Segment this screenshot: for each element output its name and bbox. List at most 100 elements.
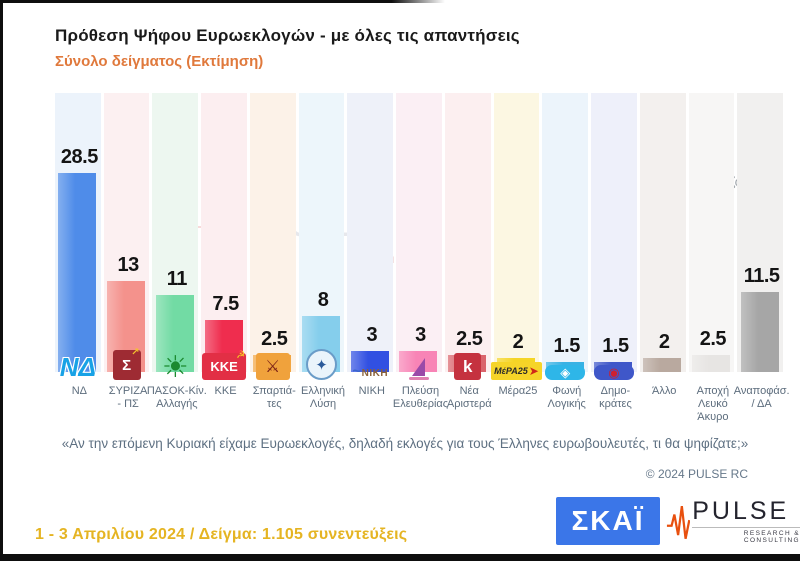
bar-nd (58, 172, 97, 372)
kke-logo-accent-icon: ☭ (236, 350, 246, 361)
value-label-nea-aristera: 2.5 (456, 327, 483, 350)
bottom-border (0, 554, 800, 561)
chart-column-spartiates: 2.5 ⚔ Σπαρτιά-τες (249, 93, 299, 410)
chart-column-niki: 3 ~ΝΙΚΗ ΝΙΚΗ (347, 93, 396, 397)
category-label-apoxi-lefko-akyro: Αποχή Λευκό Άκυρο (696, 385, 730, 424)
value-label-niki: 3 (366, 324, 378, 346)
chart-column-dimokrates: 1.5 ◉ Δημο-κράτες (591, 93, 640, 410)
logo-allo (640, 338, 686, 380)
foni-logikis-logo-glyph: ◈ (545, 365, 586, 380)
elliniki-lysi-logo-compass-icon: ✦ (306, 349, 338, 380)
page-title: Πρόθεση Ψήφου Ευρωεκλογών - με όλες τις … (55, 26, 520, 45)
column-strip-dimokrates (591, 93, 637, 372)
column-strip-spartiates (249, 93, 296, 372)
chart-column-mera25: 2 ΜέΡΑ25 ➤ Μέρα25 (491, 93, 543, 397)
category-label-plefsi-eleftherias: Πλεύση Ελευθερίας (392, 385, 449, 411)
plefsi-eleftherias-sail-triangle (412, 358, 426, 376)
bar-apoxi-lefko-akyro (691, 354, 730, 372)
chart-column-kke: 7.5 ΚΚΕ ☭ ΚΚΕ (201, 93, 250, 397)
mera25-logo-glyph: ΜέΡΑ25 ➤ (491, 362, 542, 380)
value-label-mera25: 2 (512, 331, 524, 353)
value-label-apoxi-lefko-akyro: 2.5 (699, 327, 727, 350)
value-label-nd: 28.5 (60, 145, 98, 168)
column-strip-apoxi-lefko-akyro (688, 93, 735, 372)
value-label-syriza-ps: 13 (117, 254, 139, 276)
chart-column-syriza-ps: 13 Σ ↗ ΣΥΡΙΖΑ - ΠΣ (103, 93, 153, 410)
column-strip-nea-aristera (444, 93, 491, 372)
niki-logo-swoosh-icon: ~ (352, 363, 362, 380)
plefsi-eleftherias-logo-sail-icon (408, 358, 429, 380)
pulse-logo: PULSE RESEARCH & CONSULTING (666, 499, 800, 544)
bar-niki (350, 351, 389, 372)
survey-question: «Αν την επόμενη Κυριακή είχαμε Ευρωεκλογ… (61, 436, 749, 451)
pulse-logo-text: PULSE (692, 497, 790, 525)
category-label-elliniki-lysi: Ελληνική Λύση (301, 385, 346, 411)
category-label-nd: ΝΔ (71, 385, 88, 397)
logo-mera25: ΜέΡΑ25 ➤ (491, 338, 542, 380)
bar-anapofasistoi-da (740, 291, 779, 372)
category-label-pasok-kinal: ΠΑΣΟΚ-Κίν. Αλλαγής (146, 385, 207, 411)
logo-plefsi-eleftherias (396, 338, 442, 380)
column-strip-foni-logikis (542, 93, 589, 372)
value-label-kke: 7.5 (212, 292, 239, 315)
chart-column-apoxi-lefko-akyro: 2.5 Αποχή Λευκό Άκυρο (688, 93, 738, 423)
column-strip-niki (347, 93, 394, 372)
dimokrates-logo-glyph: ◉ (593, 365, 634, 380)
column-strip-allo (639, 93, 686, 372)
niki-logo-glyph: ~ΝΙΚΗ (352, 363, 389, 380)
value-label-dimokrates: 1.5 (602, 334, 629, 357)
category-label-nea-aristera: Νέα Αριστερά (446, 385, 492, 411)
bar-chart: PULSE RESEARCH & CONSULTING Γκρίζα ζώνη … (55, 93, 790, 423)
nea-aristera-logo-glyph: k (454, 353, 482, 380)
top-border (0, 0, 445, 3)
pasok-kinal-logo-sun-icon: ☀ (161, 351, 189, 384)
pulse-logo-subtext: RESEARCH & CONSULTING (692, 527, 800, 544)
category-label-foni-logikis: Φωνή Λογικής (547, 385, 586, 411)
value-label-pasok-kinal: 11 (166, 268, 188, 290)
logo-nea-aristera: k (445, 338, 491, 380)
copyright-note: © 2024 PULSE RC (645, 467, 748, 481)
bar-allo (643, 358, 682, 372)
chart-column-nea-aristera: 2.5 k Νέα Αριστερά (444, 93, 494, 410)
pulse-waveform-icon (666, 505, 691, 539)
kke-logo-glyph: ΚΚΕ ☭ (202, 350, 247, 380)
column-strip-plefsi-eleftherias (396, 93, 442, 372)
nd-logo-glyph: ΝΔ (59, 352, 96, 382)
logo-syriza-ps: Σ ↗ (104, 338, 150, 380)
category-label-mera25: Μέρα25 (498, 385, 538, 397)
value-label-plefsi-eleftherias: 3 (415, 324, 426, 346)
logo-spartiates: ⚔ (250, 338, 296, 380)
chart-column-anapofasistoi-da: 11.5 Αναποφάσ. / ΔΑ (734, 93, 790, 410)
chart-column-nd: 28.5 ΝΔ ΝΔ (55, 93, 104, 397)
value-label-allo: 2 (658, 331, 670, 353)
logo-kke: ΚΚΕ ☭ (201, 338, 247, 380)
chart-column-pasok-kinal: 11 ☀ ΠΑΣΟΚ-Κίν. Αλλαγής (147, 93, 207, 410)
category-label-anapofasistoi-da: Αναποφάσ. / ΔΑ (733, 385, 790, 411)
bar-pasok-kinal (155, 295, 194, 372)
logo-niki: ~ΝΙΚΗ (347, 338, 393, 380)
plefsi-eleftherias-sail-hull (408, 377, 429, 380)
chart-column-elliniki-lysi: 8 ✦ Ελληνική Λύση (298, 93, 348, 410)
logo-elliniki-lysi: ✦ (299, 338, 345, 380)
syriza-ps-logo-accent-icon: ↗ (131, 347, 140, 358)
category-label-spartiates: Σπαρτιά-τες (252, 385, 296, 411)
logo-pasok-kinal: ☀ (152, 338, 198, 384)
value-label-anapofasistoi-da: 11.5 (743, 264, 780, 287)
category-label-syriza-ps: ΣΥΡΙΖΑ - ΠΣ (108, 385, 148, 411)
fieldwork-info: 1 - 3 Απριλίου 2024 / Δείγμα: 1.105 συνε… (35, 526, 408, 543)
logo-anapofasistoi-da (737, 338, 783, 380)
logo-apoxi-lefko-akyro (689, 338, 735, 380)
category-label-kke: ΚΚΕ (214, 385, 237, 397)
chart-column-allo: 2 Άλλο (639, 93, 689, 397)
mera25-logo-arrow-icon: ➤ (528, 364, 539, 378)
skai-logo: ΣΚΑΪ (556, 497, 660, 545)
category-label-niki: ΝΙΚΗ (358, 385, 385, 397)
skai-logo-text: ΣΚΑΪ (571, 505, 645, 536)
value-label-elliniki-lysi: 8 (317, 289, 329, 311)
left-border (0, 0, 3, 561)
category-label-allo: Άλλο (652, 385, 677, 397)
value-label-spartiates: 2.5 (261, 327, 288, 350)
chart-column-foni-logikis: 1.5 ◈ Φωνή Λογικής (542, 93, 591, 410)
category-label-dimokrates: Δημο-κράτες (599, 385, 632, 411)
